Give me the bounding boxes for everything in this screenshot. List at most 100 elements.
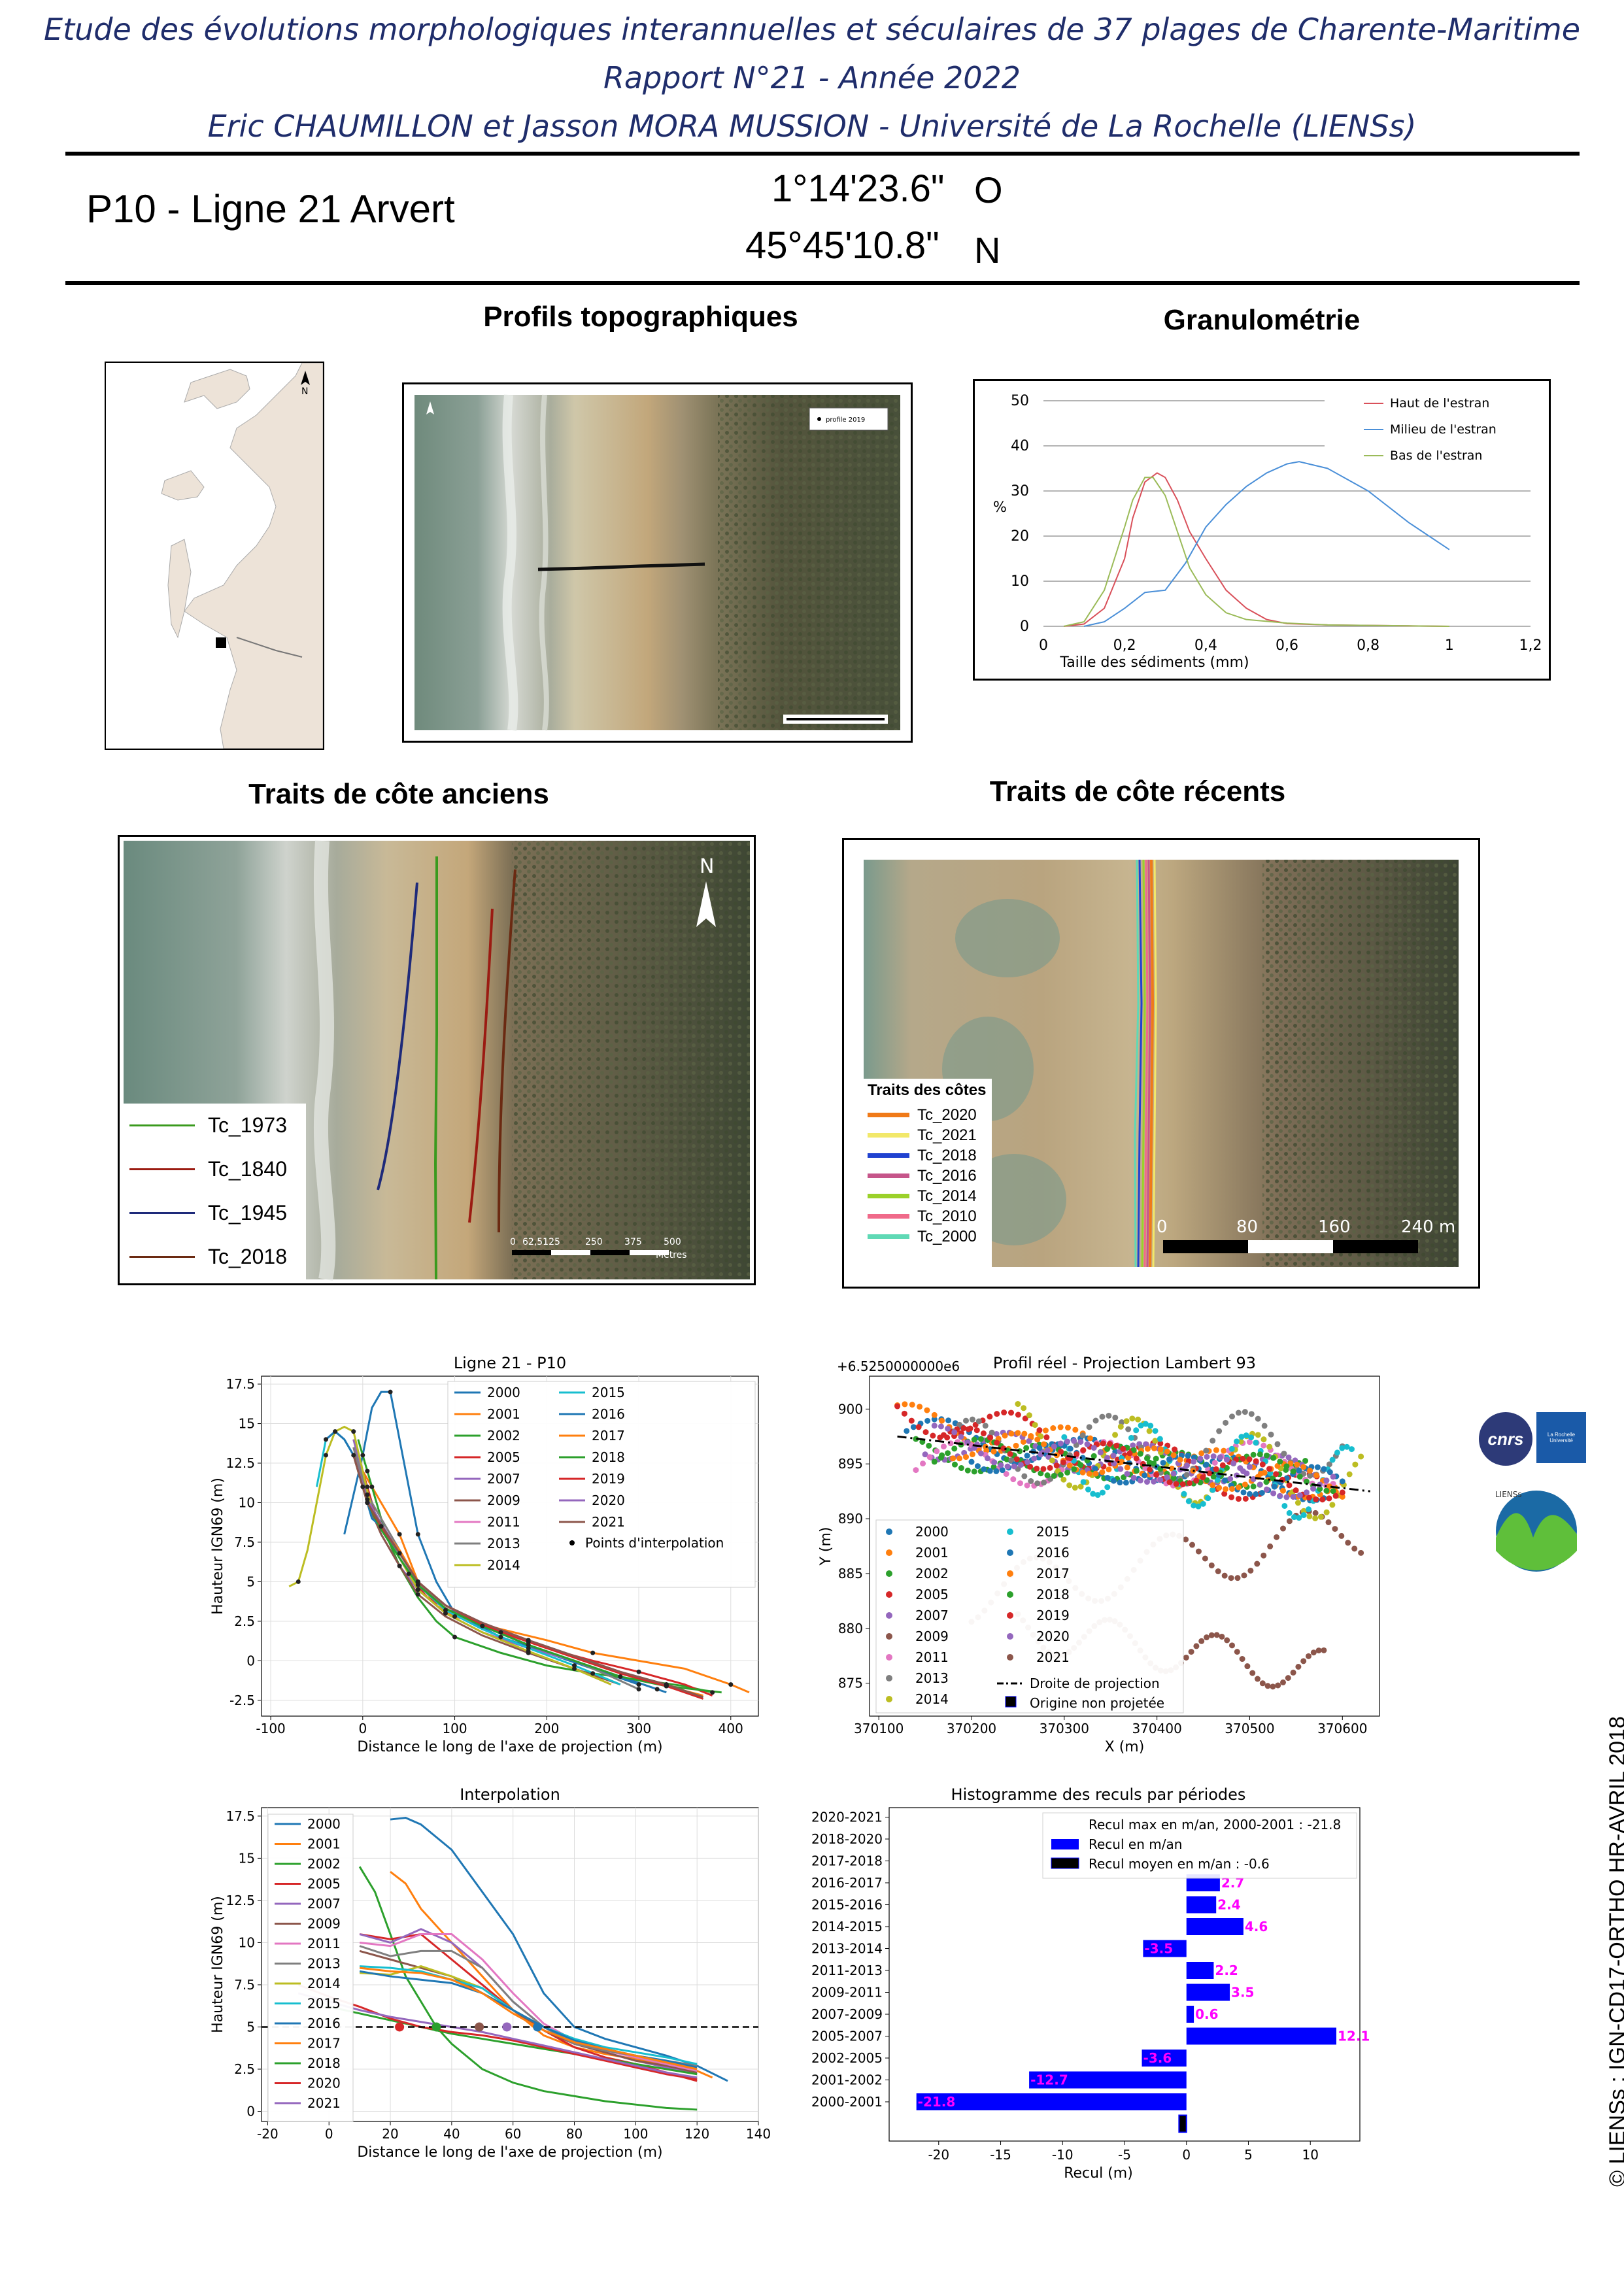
scatter-point xyxy=(1017,1480,1023,1487)
y-tick-label: 2007-2009 xyxy=(811,2006,883,2022)
intersection-point xyxy=(431,2022,441,2032)
scatter-point xyxy=(1235,1484,1242,1491)
scatter-point xyxy=(1264,1683,1271,1689)
scatter-point xyxy=(1181,1491,1187,1497)
scatter-point xyxy=(1004,1456,1010,1462)
scatter-point xyxy=(1260,1442,1267,1449)
scatter-point xyxy=(1087,1435,1094,1442)
y-tick-label: 2005-2007 xyxy=(811,2029,883,2044)
y-tick-label: 2002-2005 xyxy=(811,2050,883,2066)
scatter-point xyxy=(1153,1455,1159,1462)
scatter-point xyxy=(1323,1477,1330,1484)
scatter-point xyxy=(1334,1449,1340,1456)
scatter-point xyxy=(1060,1476,1067,1483)
ligne21-legend: 2000 2001 2002 2005 2007 2009 2011 2013 2014 2015… xyxy=(447,1381,756,1588)
legend-label: 2018 xyxy=(592,1449,625,1465)
scatter-point xyxy=(1275,1682,1281,1689)
interpolation-point xyxy=(333,1429,338,1434)
scatter-point xyxy=(1221,1491,1228,1497)
scatter-point xyxy=(1104,1455,1111,1461)
scatter-point xyxy=(1151,1478,1157,1485)
y-tick-label: 2000-2001 xyxy=(811,2094,883,2110)
scatter-point xyxy=(1099,1489,1106,1496)
scatter-point xyxy=(1211,1460,1218,1466)
bar-label: 12.1 xyxy=(1338,2029,1370,2044)
scatter-point xyxy=(1203,1447,1210,1454)
scatter-point xyxy=(1230,1460,1237,1466)
y-tick-label: 0 xyxy=(246,2104,255,2119)
legend-swatch xyxy=(1007,1633,1013,1640)
scatter-point xyxy=(1032,1422,1038,1428)
scatter-point xyxy=(1290,1494,1296,1500)
scatter-point xyxy=(1326,1461,1332,1468)
scatter-point xyxy=(1222,1477,1228,1483)
scatter-point xyxy=(1216,1485,1223,1491)
y-axis-label: Hauteur IGN69 (m) xyxy=(210,1477,226,1615)
scatter-point xyxy=(1327,1469,1333,1476)
scatter-point xyxy=(922,1429,929,1436)
scatter-point xyxy=(1151,1460,1157,1467)
scatter-point xyxy=(968,1459,975,1465)
scatter-point xyxy=(1024,1482,1030,1489)
granulo-series xyxy=(1063,472,1449,627)
interpolation-point xyxy=(351,1429,356,1434)
x-tick-label: -15 xyxy=(990,2147,1011,2163)
scatter-point xyxy=(1243,1432,1249,1439)
scatter-point xyxy=(1011,1463,1017,1470)
scatter-point xyxy=(1213,1466,1219,1472)
legend-swatch xyxy=(886,1612,892,1619)
legend-label: 2009 xyxy=(487,1493,520,1508)
x-tick-label: 1,2 xyxy=(1519,637,1542,654)
scatter-point xyxy=(1198,1450,1205,1457)
interpolation-point xyxy=(728,1682,734,1687)
shoreline-1945 xyxy=(377,882,418,1190)
legend-label: Origine non projetée xyxy=(1030,1695,1164,1711)
scatter-point xyxy=(1306,1494,1312,1501)
y-tick-label: 10 xyxy=(239,1934,255,1950)
scatter-point xyxy=(1213,1447,1219,1453)
scatter-point xyxy=(1047,1464,1053,1471)
scatter-point xyxy=(1280,1525,1287,1532)
x-tick-label: 0 xyxy=(1182,2147,1191,2163)
scatter-point xyxy=(1135,1416,1142,1423)
scatter-point xyxy=(1036,1427,1043,1434)
interpolation-point xyxy=(365,1497,370,1502)
scatter-point xyxy=(1296,1515,1302,1521)
scatter-point xyxy=(1001,1410,1007,1416)
scatter-point xyxy=(1067,1445,1074,1452)
interpolation-point xyxy=(498,1634,503,1640)
scatter-point xyxy=(1285,1454,1292,1460)
interpolation-point xyxy=(636,1669,641,1674)
legend-label: 2002 xyxy=(487,1428,520,1443)
scatter-point xyxy=(1280,1487,1287,1494)
svg-text:profile 2019: profile 2019 xyxy=(826,416,865,424)
x-tick-label: 370100 xyxy=(854,1721,904,1736)
y-tick-label: 0 xyxy=(1020,618,1029,635)
scatter-point xyxy=(1237,1465,1243,1472)
scatter-point xyxy=(994,1411,1000,1417)
legend-label: 2021 xyxy=(592,1514,625,1530)
legend-label: 2014 xyxy=(915,1691,949,1707)
scatter-point xyxy=(1300,1658,1307,1664)
chart-title: Interpolation xyxy=(460,1785,560,1804)
scatter-point xyxy=(1261,1423,1268,1429)
svg-text:0: 0 xyxy=(1157,1217,1168,1237)
scatter-point xyxy=(1112,1414,1119,1421)
scatter-point xyxy=(1296,1467,1302,1474)
scatter-point xyxy=(993,1468,1000,1474)
scatter-point xyxy=(1323,1487,1330,1494)
legend-label: 2016 xyxy=(592,1406,625,1422)
interpolation-point xyxy=(590,1671,596,1676)
legend-label: 2015 xyxy=(307,1996,341,2012)
scatter-point xyxy=(1253,1491,1259,1497)
y-tick-label: 15 xyxy=(239,1850,255,1866)
y-tick-label: 2013-2014 xyxy=(811,1941,883,1957)
scatter-point xyxy=(1219,1462,1226,1468)
scatter-point xyxy=(902,1401,908,1408)
site-longitude: 1°14'23.6" xyxy=(771,167,945,210)
scatter-point xyxy=(938,1455,944,1461)
interpolation-point xyxy=(397,1551,402,1556)
scatter-point xyxy=(1247,1567,1254,1574)
legend-item: Tc_2018 xyxy=(129,1235,306,1279)
section-title-anciens: Traits de côte anciens xyxy=(248,778,549,810)
